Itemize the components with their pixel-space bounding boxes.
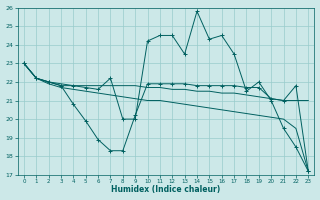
X-axis label: Humidex (Indice chaleur): Humidex (Indice chaleur) bbox=[111, 185, 221, 194]
